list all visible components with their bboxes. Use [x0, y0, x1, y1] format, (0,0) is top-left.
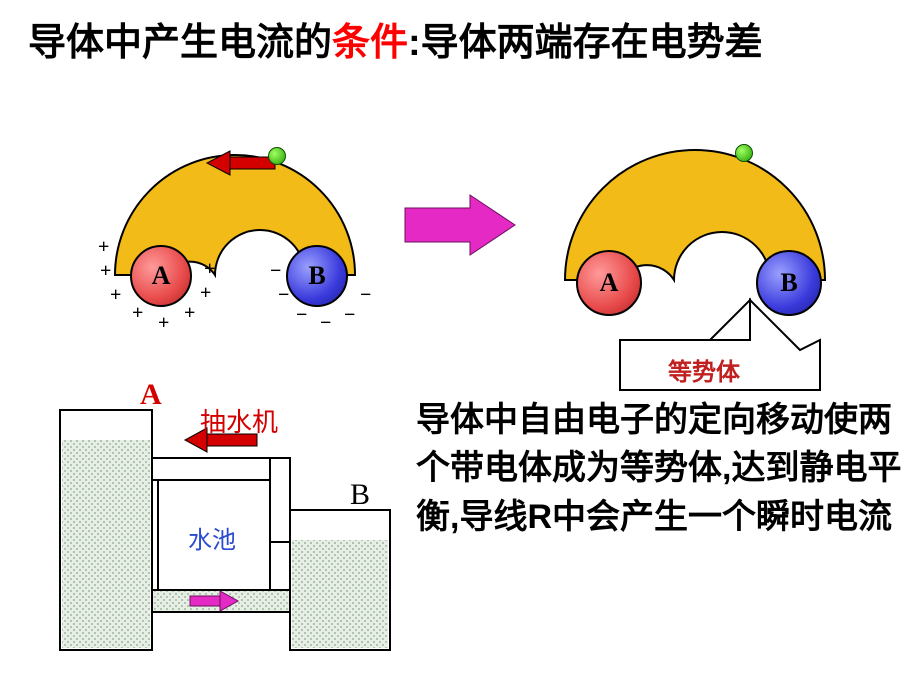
pool-label: 水池: [188, 520, 236, 555]
minus-icon: −: [278, 284, 289, 307]
title-pre: 导体中产生电流的: [28, 22, 332, 64]
minus-icon: −: [360, 284, 371, 307]
minus-icon: −: [344, 304, 355, 327]
sphere-a-left: A: [130, 245, 192, 307]
plus-icon: +: [100, 260, 111, 283]
plus-icon: +: [132, 302, 143, 325]
water-pump-diagram: A B 抽水机 水池: [40, 380, 410, 670]
bubble-text: 等势体: [668, 352, 740, 387]
title-post: :导体两端存在电势差: [408, 22, 763, 64]
plus-icon: +: [184, 302, 195, 325]
plus-icon: +: [98, 236, 109, 259]
diagram-charged: A B: [90, 135, 380, 305]
water-label-a: A: [140, 378, 162, 412]
plus-icon: +: [200, 282, 211, 305]
plus-icon: +: [110, 284, 121, 307]
pump-label: 抽水机: [200, 402, 278, 439]
water-label-b: B: [350, 478, 370, 512]
sphere-b-left-label: B: [308, 261, 325, 291]
big-arrow-icon: [400, 190, 520, 260]
page-title: 导体中产生电流的条件:导体两端存在电势差: [28, 18, 763, 69]
minus-icon: −: [270, 260, 281, 283]
explanation-paragraph: 导体中自由电子的定向移动使两个带电体成为等势体,达到静电平衡,导线R中会产生一个…: [416, 396, 906, 541]
minus-icon: −: [320, 312, 331, 335]
sphere-a-left-label: A: [152, 261, 171, 291]
minus-icon: −: [296, 304, 307, 327]
sphere-b-left: B: [286, 245, 348, 307]
electron-icon: [735, 144, 753, 162]
electron-icon: [268, 147, 286, 165]
title-red: 条件: [332, 22, 408, 64]
plus-icon: +: [158, 312, 169, 335]
plus-icon: +: [204, 258, 215, 281]
